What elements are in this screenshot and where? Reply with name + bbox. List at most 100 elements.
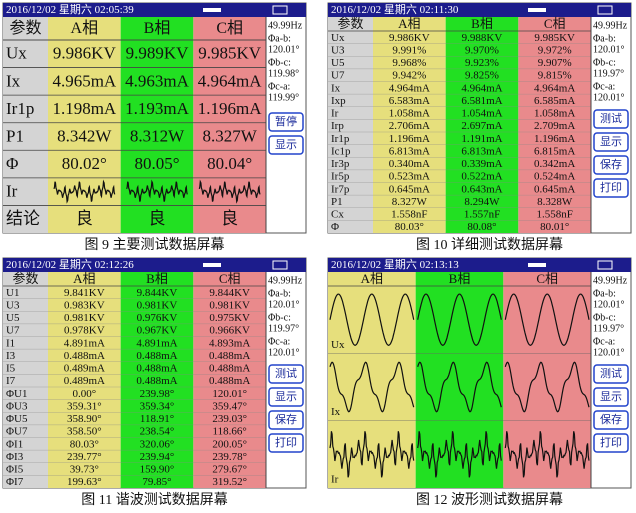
label-column xyxy=(3,17,48,233)
phase-label: Φc-a: xyxy=(268,336,290,347)
cell-value: 9.970% xyxy=(465,44,499,56)
row-label: ΦU3 xyxy=(6,400,28,412)
column-header: 参数 xyxy=(337,16,363,31)
button[interactable] xyxy=(593,410,629,430)
wave-label: Ux xyxy=(331,339,345,351)
cell-value: 9.991% xyxy=(392,44,426,56)
caption: 图 12 波形测试数据屏幕 xyxy=(416,492,563,508)
phase-label: Φb-c: xyxy=(268,57,291,68)
cell-value: 0.522mA xyxy=(461,171,502,183)
button-label[interactable]: 打印 xyxy=(275,435,297,449)
cell-value: 80.03° xyxy=(70,438,99,450)
cell-value: 79.85° xyxy=(142,476,171,488)
cell-value: 80.04° xyxy=(207,154,252,173)
button-label[interactable]: 打印 xyxy=(600,180,622,194)
row-label: I5 xyxy=(6,363,16,375)
button-label[interactable]: 显示 xyxy=(275,390,297,403)
button-label[interactable]: 测试 xyxy=(275,367,297,380)
button[interactable] xyxy=(593,364,629,384)
cell-value: 1.054mA xyxy=(461,108,502,120)
phase-label: Φa-b: xyxy=(268,288,291,299)
cell-value: 1.058mA xyxy=(389,108,430,120)
row-label: Ix xyxy=(331,82,341,94)
cell-value: 9.942% xyxy=(392,70,426,82)
cell-value: 0.488mA xyxy=(136,363,177,375)
button[interactable] xyxy=(593,387,629,407)
cell-value: 0.978KV xyxy=(64,325,105,337)
button[interactable] xyxy=(268,387,304,407)
cell-value: 0.967KV xyxy=(137,325,178,337)
button[interactable] xyxy=(268,433,304,453)
button[interactable] xyxy=(593,109,629,129)
label-column xyxy=(328,17,373,233)
cell-value: 4.964mA xyxy=(389,82,430,94)
button-label[interactable]: 测试 xyxy=(600,367,622,380)
button[interactable] xyxy=(268,112,304,132)
phase-label: Φa-b: xyxy=(593,288,616,299)
button[interactable] xyxy=(593,178,629,198)
button[interactable] xyxy=(268,364,304,384)
phase-value: 119.98° xyxy=(268,68,299,79)
cell-value: 8.342W xyxy=(57,126,112,145)
row-label: ΦI5 xyxy=(6,464,24,476)
phase-label: Φc-a: xyxy=(593,81,615,92)
button-label[interactable]: 显示 xyxy=(600,390,622,403)
column-header: A相 xyxy=(398,16,420,31)
cell-value: 9.907% xyxy=(538,57,572,69)
caption: 图 11 谐波测试数据屏幕 xyxy=(81,492,227,508)
cell-value: 4.891mA xyxy=(64,337,105,349)
button-label[interactable]: 显示 xyxy=(600,135,622,148)
waveform xyxy=(329,431,415,478)
cell-value: 0.983KV xyxy=(64,299,105,311)
column-header: C相 xyxy=(216,19,243,37)
waveform xyxy=(198,179,261,204)
cell-value: 9.988KV xyxy=(462,32,503,44)
phase-value: 119.99° xyxy=(268,92,299,103)
button[interactable] xyxy=(268,410,304,430)
cell-value: 239.03° xyxy=(212,413,247,425)
column-header: C相 xyxy=(544,16,566,31)
button-label[interactable]: 测试 xyxy=(600,112,622,125)
cell-value: 0.488mA xyxy=(136,375,177,387)
phase-label: Φc-a: xyxy=(593,336,615,347)
button-label[interactable]: 显示 xyxy=(275,138,297,151)
cell-value: 4.963mA xyxy=(125,71,189,90)
button[interactable] xyxy=(593,433,629,453)
frequency: 49.99Hz xyxy=(268,20,303,31)
battery-icon xyxy=(272,5,288,15)
phase-label: Φb-c: xyxy=(593,312,616,323)
phase-value: 119.97° xyxy=(593,323,624,334)
button-label[interactable]: 保存 xyxy=(275,412,297,426)
column-header: 参数 xyxy=(9,19,41,37)
phase-column xyxy=(518,17,591,233)
row-label: P1 xyxy=(6,126,24,145)
button[interactable] xyxy=(268,135,304,155)
caption: 图 9 主要测试数据屏幕 xyxy=(85,237,225,253)
column-header: C相 xyxy=(536,271,558,286)
frequency: 49.99Hz xyxy=(593,275,628,286)
row-label: ΦU7 xyxy=(6,426,28,438)
button-label[interactable]: 打印 xyxy=(600,435,622,449)
status-text: 2016/12/02 星期六 02:13:13 xyxy=(331,258,459,271)
cell-value: 0.523mA xyxy=(389,171,430,183)
column-header: A相 xyxy=(73,271,95,286)
row-label: Ix xyxy=(6,71,21,90)
cell-value: 良 xyxy=(221,209,238,228)
button[interactable] xyxy=(593,155,629,175)
cell-value: 9.986KV xyxy=(53,44,117,63)
button-label[interactable]: 保存 xyxy=(600,412,622,426)
button-label[interactable]: 保存 xyxy=(600,157,622,171)
caption: 图 10 详细测试数据屏幕 xyxy=(416,237,563,253)
button[interactable] xyxy=(593,132,629,152)
cell-value: 0.645mA xyxy=(534,183,575,195)
cell-value: 6.813mA xyxy=(389,145,430,157)
cell-value: 8.327W xyxy=(203,126,258,145)
label-column xyxy=(3,272,48,488)
row-label: Φ xyxy=(331,221,339,233)
phase-label: Φa-b: xyxy=(268,33,291,44)
cell-value: 0.981KV xyxy=(64,312,105,324)
button-label[interactable]: 暂停 xyxy=(275,114,297,128)
cell-value: 0.975KV xyxy=(209,312,250,324)
column-header: B相 xyxy=(146,271,168,286)
row-label: U3 xyxy=(331,44,345,56)
